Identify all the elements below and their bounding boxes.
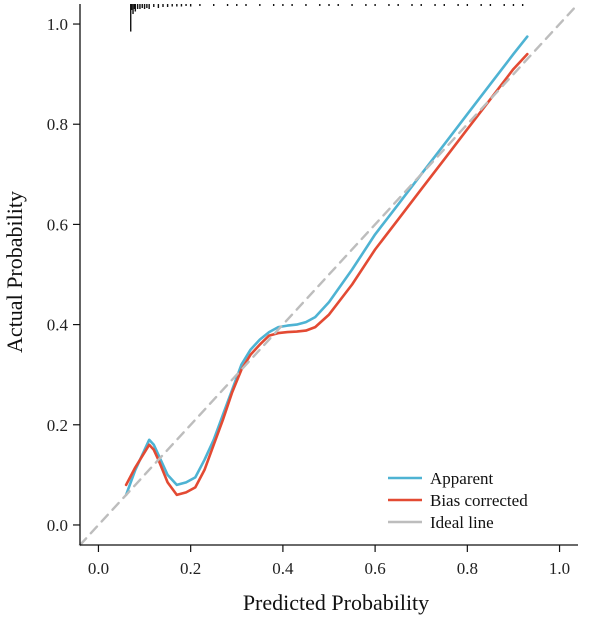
- y-tick-label: 0.2: [47, 416, 68, 435]
- legend-label: Bias corrected: [430, 491, 528, 510]
- series-line-2: [124, 52, 529, 497]
- axes: 0.0 0.2 0.4 0.6 0.8 1.0 0.0 0.2 0.4 0.6 0.8 1.0: [47, 4, 578, 578]
- y-axis-title: Actual Probability: [2, 191, 27, 353]
- x-axis-title: Predicted Probability: [243, 590, 429, 615]
- x-tick-label: 0.8: [457, 559, 478, 578]
- series-line-1: [124, 35, 529, 497]
- y-tick-label: 0.0: [47, 516, 68, 535]
- x-tick-label: 0.6: [364, 559, 385, 578]
- rug-marks: [130, 4, 524, 32]
- x-tick-label: 0.4: [272, 559, 294, 578]
- ideal-line: [78, 2, 580, 547]
- plot-area: [78, 2, 580, 547]
- legend: Apparent Bias corrected Ideal line: [388, 469, 528, 532]
- y-tick-label: 0.6: [47, 215, 68, 234]
- x-tick-label: 0.2: [180, 559, 201, 578]
- y-tick-label: 0.8: [47, 115, 68, 134]
- y-tick-label: 0.4: [47, 316, 69, 335]
- x-tick-label: 0.0: [88, 559, 109, 578]
- legend-label: Ideal line: [430, 513, 494, 532]
- y-tick-label: 1.0: [47, 15, 68, 34]
- x-tick-label: 1.0: [549, 559, 570, 578]
- legend-label: Apparent: [430, 469, 494, 488]
